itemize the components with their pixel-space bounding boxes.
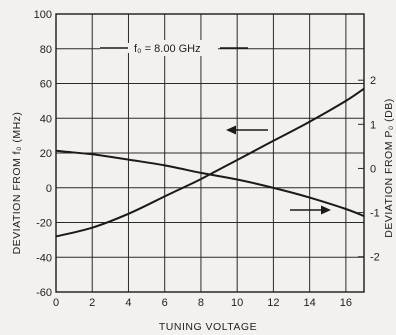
right-tick-label-4: 2: [370, 75, 376, 87]
right-axis-title: DEVIATION FROM P₀ (DB): [383, 98, 395, 237]
left-axis-title: DEVIATION FROM f₀ (MHz): [11, 112, 23, 255]
right-tick-label-3: 1: [370, 119, 376, 131]
series-line-frequency-deviation: [55, 87, 365, 238]
x-tick-label-6: 12: [267, 297, 279, 309]
x-tick-label-2: 4: [125, 297, 131, 309]
x-tick-label-5: 10: [231, 297, 243, 309]
x-tick-label-4: 8: [198, 297, 204, 309]
arrow-left-curve: [226, 125, 268, 135]
left-tick-label-8: 100: [34, 9, 52, 21]
x-tick-labels: 0 2 4 6 8 10 12 14 16: [53, 297, 352, 309]
x-tick-label-7: 14: [304, 297, 316, 309]
left-tick-label-4: 20: [40, 148, 52, 160]
left-tick-label-5: 40: [40, 113, 52, 125]
left-tick-label-0: -60: [36, 287, 52, 299]
left-tick-label-1: -40: [36, 252, 52, 264]
x-tick-label-3: 6: [162, 297, 168, 309]
series-line-power-deviation: [55, 149, 365, 218]
plot-frame: [55, 13, 365, 293]
right-tick-label-2: 0: [370, 163, 376, 175]
right-tick-label-0: -2: [370, 252, 380, 264]
annotation: f₀ = 8.00 GHz: [100, 40, 248, 56]
right-tick-labels: -2 -1 0 1 2: [358, 75, 380, 264]
left-tick-label-7: 80: [40, 44, 52, 56]
left-tick-labels: -60 -40 -20 0 20 40 60 80 100: [34, 9, 52, 299]
arrow-right-curve: [290, 205, 331, 215]
x-axis-title: TUNING VOLTAGE: [159, 321, 257, 333]
curves: [55, 87, 365, 238]
x-tick-label-8: 16: [340, 297, 352, 309]
left-tick-label-2: -20: [36, 218, 52, 230]
annotation-label: f₀ = 8.00 GHz: [134, 43, 201, 55]
x-tick-label-1: 2: [89, 297, 95, 309]
left-tick-label-3: 0: [46, 183, 52, 195]
right-tick-label-1: -1: [370, 208, 380, 220]
left-tick-label-6: 60: [40, 79, 52, 91]
x-tick-label-0: 0: [53, 297, 59, 309]
